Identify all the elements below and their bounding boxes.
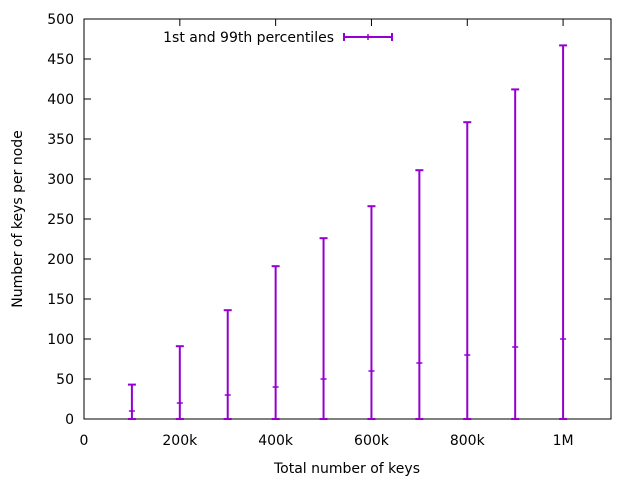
legend-sample-glyph	[343, 33, 393, 41]
errorbar-point	[559, 44, 568, 420]
errorbar-point	[463, 121, 472, 420]
legend-label: 1st and 99th percentiles	[163, 30, 334, 46]
x-axis-title: Total number of keys	[273, 461, 420, 477]
y-tick-label: 50	[56, 372, 74, 388]
series-layer	[127, 44, 568, 420]
y-axis-title: Number of keys per node	[10, 130, 26, 308]
y-tick-label: 0	[65, 412, 74, 428]
x-tick-label: 600k	[354, 433, 390, 449]
y-tick-label: 350	[47, 132, 74, 148]
errorbar-point	[319, 237, 328, 420]
errorbar-point	[271, 265, 280, 420]
errorbar-point	[223, 309, 232, 420]
legend-errorbar-sample	[343, 33, 393, 41]
legend: 1st and 99th percentiles	[163, 30, 393, 46]
plot-border	[83, 18, 612, 420]
x-tick-label: 0	[80, 433, 89, 449]
errorbar-point	[415, 169, 424, 420]
plot-frame	[83, 18, 612, 420]
errorbar-point	[367, 205, 376, 420]
series-errorbars	[127, 44, 568, 420]
x-tick-label: 400k	[258, 433, 294, 449]
x-tick-label: 200k	[162, 433, 198, 449]
y-tick-label: 450	[47, 52, 74, 68]
x-axis: 0 200k 400k 600k 800k 1M	[80, 19, 574, 449]
y-tick-label: 300	[47, 172, 74, 188]
errorbar-point	[127, 383, 136, 420]
x-tick-label: 1M	[553, 433, 574, 449]
y-tick-label: 500	[47, 12, 74, 28]
y-tick-label: 250	[47, 212, 74, 228]
y-axis: 0 50 100 150 200 250 300 350 400 450 500	[47, 12, 611, 428]
y-tick-label: 100	[47, 332, 74, 348]
errorbar-point	[175, 345, 184, 420]
errorbar-point	[511, 88, 520, 420]
y-tick-label: 150	[47, 292, 74, 308]
x-tick-label: 800k	[450, 433, 486, 449]
y-tick-label: 200	[47, 252, 74, 268]
y-tick-label: 400	[47, 92, 74, 108]
